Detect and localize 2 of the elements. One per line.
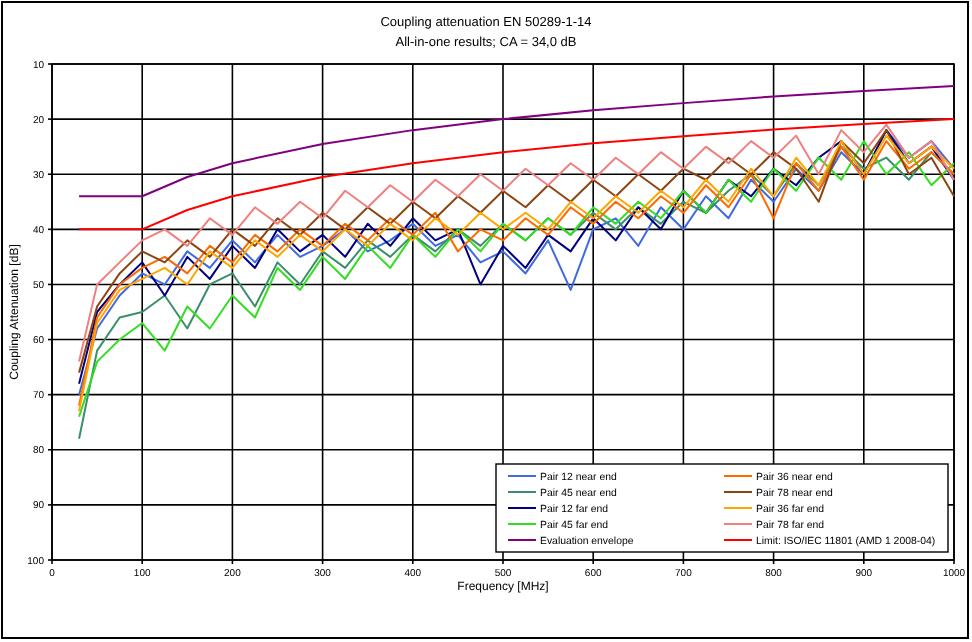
line-series — [78, 85, 955, 198]
line-series — [78, 118, 955, 231]
